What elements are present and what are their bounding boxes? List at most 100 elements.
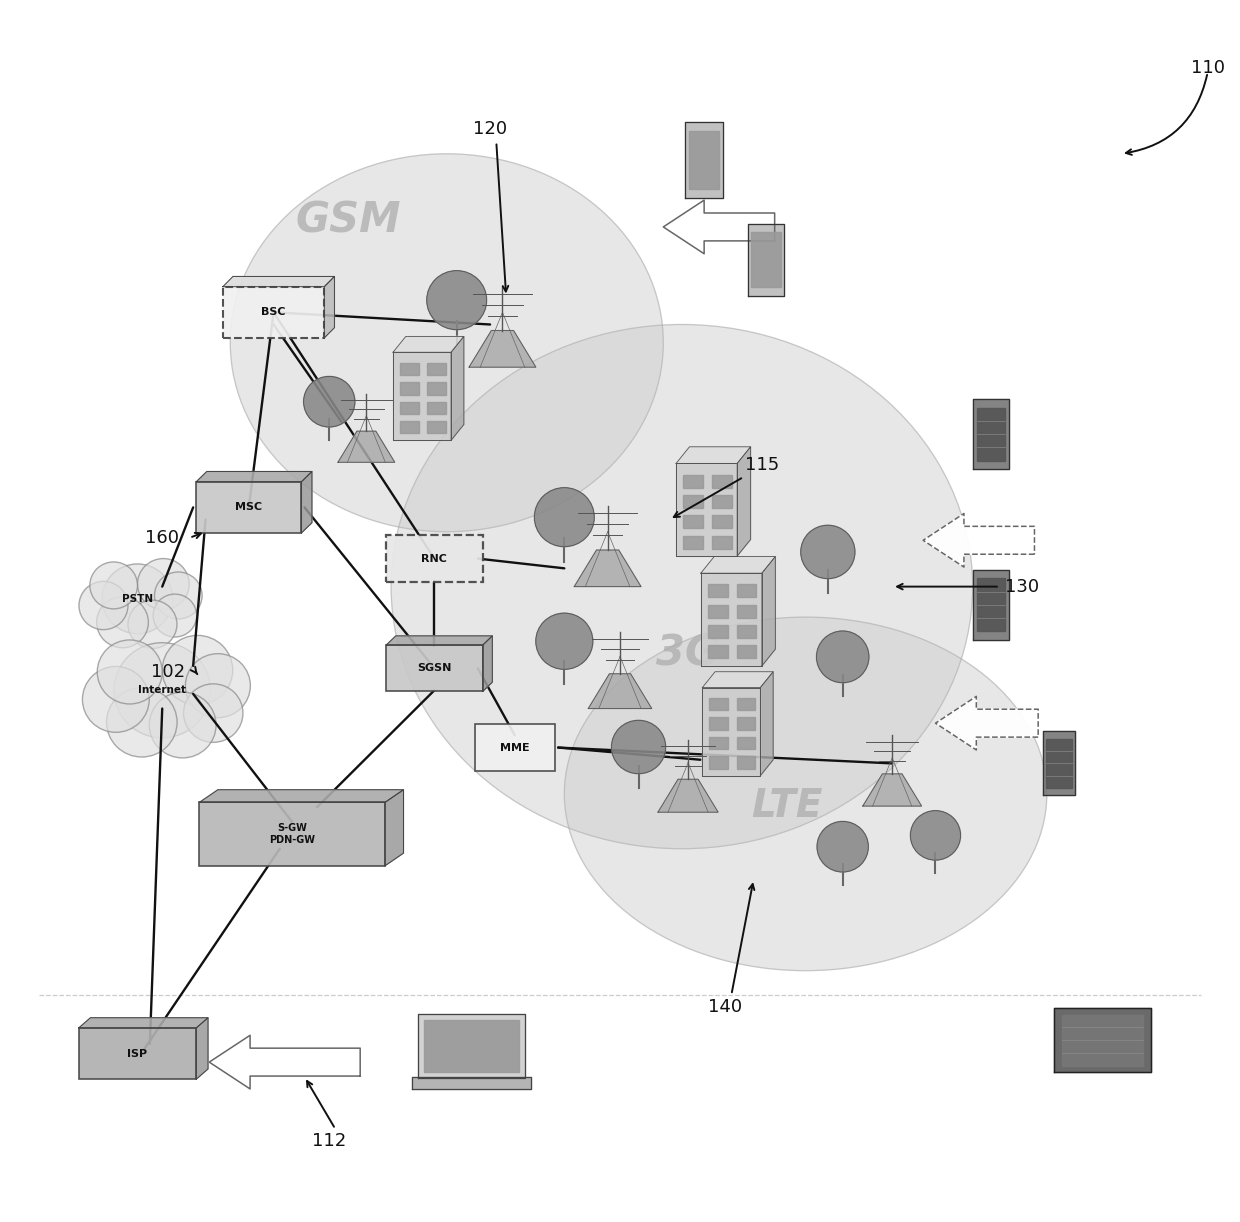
Polygon shape xyxy=(1061,1014,1143,1066)
Polygon shape xyxy=(935,697,1038,750)
Circle shape xyxy=(97,596,149,648)
Polygon shape xyxy=(708,605,728,617)
Polygon shape xyxy=(701,573,761,666)
Polygon shape xyxy=(412,1077,532,1089)
FancyBboxPatch shape xyxy=(386,645,482,692)
Text: Internet: Internet xyxy=(138,686,186,695)
Polygon shape xyxy=(709,698,728,710)
Polygon shape xyxy=(712,535,732,549)
Polygon shape xyxy=(401,382,419,395)
Circle shape xyxy=(102,563,172,634)
Polygon shape xyxy=(676,463,737,556)
Polygon shape xyxy=(676,447,750,463)
Circle shape xyxy=(153,594,197,637)
FancyBboxPatch shape xyxy=(196,481,301,533)
Circle shape xyxy=(534,488,594,546)
Polygon shape xyxy=(737,584,756,598)
Ellipse shape xyxy=(564,617,1047,970)
FancyBboxPatch shape xyxy=(475,725,556,771)
Polygon shape xyxy=(428,382,446,395)
Polygon shape xyxy=(737,645,756,659)
Circle shape xyxy=(536,613,593,670)
Polygon shape xyxy=(393,336,464,352)
Polygon shape xyxy=(708,626,728,638)
Text: LTE: LTE xyxy=(751,787,822,825)
Polygon shape xyxy=(683,495,703,508)
Polygon shape xyxy=(339,431,394,462)
Polygon shape xyxy=(977,578,1006,632)
Polygon shape xyxy=(1047,739,1073,788)
Circle shape xyxy=(910,810,961,860)
Circle shape xyxy=(427,270,486,330)
Circle shape xyxy=(801,525,854,579)
Polygon shape xyxy=(977,408,1006,461)
Polygon shape xyxy=(702,688,760,776)
Polygon shape xyxy=(923,513,1034,567)
Text: GSM: GSM xyxy=(295,200,401,242)
Polygon shape xyxy=(469,331,536,367)
Circle shape xyxy=(138,558,190,610)
Polygon shape xyxy=(708,584,728,598)
Polygon shape xyxy=(200,789,403,803)
Polygon shape xyxy=(658,780,718,813)
Polygon shape xyxy=(401,402,419,414)
Text: 110: 110 xyxy=(1190,60,1225,77)
Polygon shape xyxy=(709,717,728,730)
Polygon shape xyxy=(574,550,641,587)
Circle shape xyxy=(611,720,666,774)
FancyBboxPatch shape xyxy=(78,1028,196,1079)
Polygon shape xyxy=(424,1020,520,1073)
Polygon shape xyxy=(393,352,451,440)
Text: 112: 112 xyxy=(312,1133,346,1150)
Polygon shape xyxy=(737,605,756,617)
Polygon shape xyxy=(418,1014,526,1078)
Polygon shape xyxy=(737,447,750,556)
FancyBboxPatch shape xyxy=(386,535,482,582)
Circle shape xyxy=(304,376,355,426)
Polygon shape xyxy=(737,626,756,638)
Polygon shape xyxy=(683,516,703,528)
Ellipse shape xyxy=(231,154,663,532)
Polygon shape xyxy=(709,737,728,749)
Polygon shape xyxy=(428,363,446,375)
Polygon shape xyxy=(325,276,335,338)
Polygon shape xyxy=(701,556,775,573)
Text: MME: MME xyxy=(500,743,529,753)
Circle shape xyxy=(82,666,149,732)
Text: RNC: RNC xyxy=(422,554,448,563)
Polygon shape xyxy=(663,200,775,254)
Polygon shape xyxy=(863,774,921,807)
Text: 140: 140 xyxy=(708,998,743,1017)
Polygon shape xyxy=(683,535,703,549)
Polygon shape xyxy=(737,717,755,730)
Polygon shape xyxy=(748,224,785,296)
Circle shape xyxy=(128,600,177,649)
Polygon shape xyxy=(712,474,732,488)
Polygon shape xyxy=(737,756,755,769)
Polygon shape xyxy=(973,571,1009,640)
Polygon shape xyxy=(78,1018,208,1028)
Text: BSC: BSC xyxy=(262,307,286,318)
Polygon shape xyxy=(301,472,312,533)
Polygon shape xyxy=(760,672,774,776)
Circle shape xyxy=(184,684,243,743)
Polygon shape xyxy=(386,635,492,645)
Text: S-GW
PDN-GW: S-GW PDN-GW xyxy=(269,824,315,844)
Polygon shape xyxy=(223,276,335,287)
FancyBboxPatch shape xyxy=(200,803,384,866)
Polygon shape xyxy=(973,400,1009,469)
Polygon shape xyxy=(737,737,755,749)
Polygon shape xyxy=(428,420,446,434)
Circle shape xyxy=(816,631,869,683)
Circle shape xyxy=(155,572,202,618)
Polygon shape xyxy=(751,232,781,287)
Text: 115: 115 xyxy=(745,456,780,474)
Circle shape xyxy=(89,562,138,609)
Polygon shape xyxy=(712,516,732,528)
Polygon shape xyxy=(196,1018,208,1079)
Polygon shape xyxy=(210,1035,360,1089)
Polygon shape xyxy=(1043,732,1075,796)
Polygon shape xyxy=(401,420,419,434)
Polygon shape xyxy=(708,645,728,659)
Polygon shape xyxy=(588,673,652,709)
